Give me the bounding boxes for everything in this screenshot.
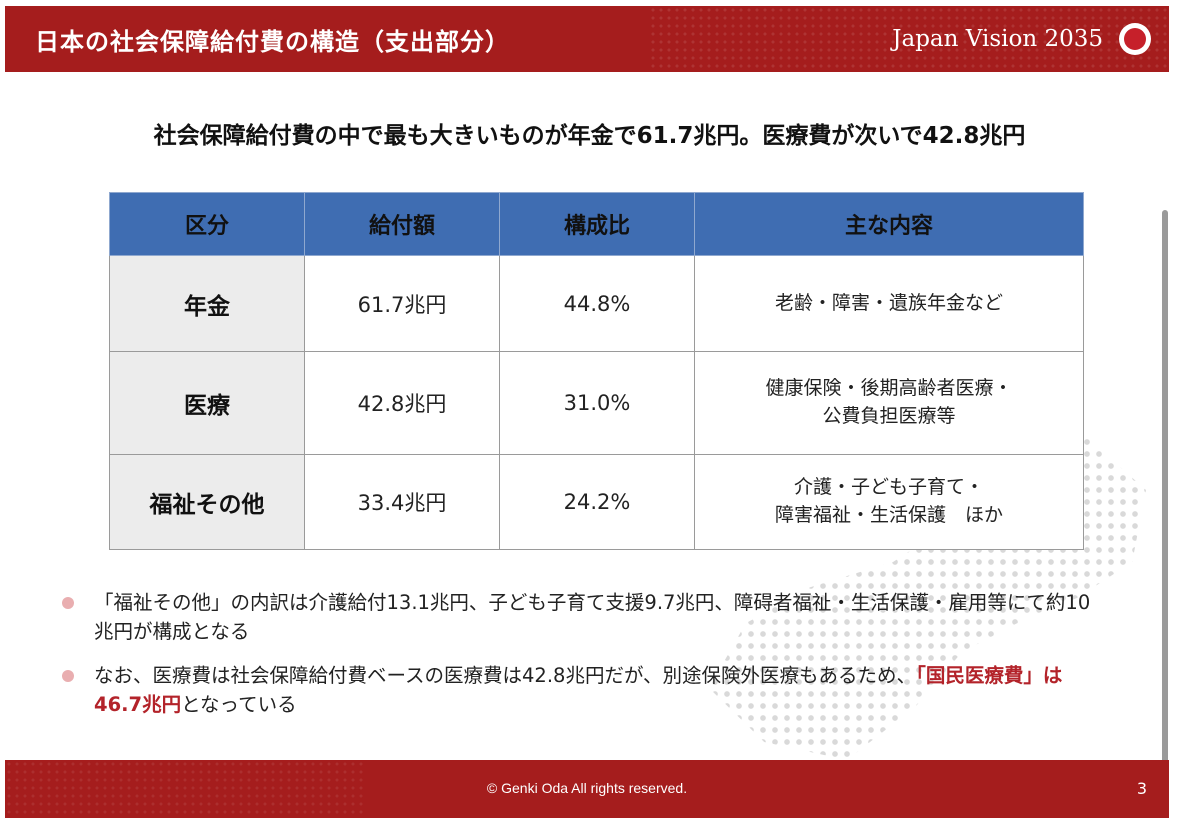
column-header-category: 区分 <box>109 192 305 256</box>
row-category: 年金 <box>109 255 305 352</box>
note-text: なお、医療費は社会保障給付費ベースの医療費は42.8兆円だが、別途保険外医療もあ… <box>94 663 917 687</box>
row-content-line: 障害福祉・生活保護 ほか <box>774 504 1003 526</box>
column-header-ratio: 構成比 <box>499 192 695 256</box>
note-item: 「福祉その他」の内訳は介護給付13.1兆円、子ども子育て支援9.7兆円、障碍者福… <box>62 588 1102 647</box>
note-item: なお、医療費は社会保障給付費ベースの医療費は42.8兆円だが、別途保険外医療もあ… <box>62 661 1102 720</box>
table-header-row: 区分 給付額 構成比 主な内容 <box>109 192 1084 256</box>
note-highlight: 「国民医療費」は46.7兆円 <box>94 663 1063 716</box>
table-row: 年金 61.7兆円 44.8% 老齢・障害・遺族年金など <box>109 255 1084 352</box>
header-brand-area: Japan Vision 2035 <box>892 23 1151 55</box>
brand-name: Japan Vision 2035 <box>892 26 1103 52</box>
copyright-text: © Genki Oda All rights reserved. <box>486 780 688 796</box>
bullet-dot-icon <box>62 597 74 609</box>
table-row: 医療 42.8兆円 31.0% 健康保険・後期高齢者医療・ 公費負担医療等 <box>109 351 1084 455</box>
row-category: 医療 <box>109 351 305 455</box>
slide-footer: © Genki Oda All rights reserved. 3 <box>5 760 1169 818</box>
note-text-end: となっている <box>181 692 297 716</box>
row-content: 老齢・障害・遺族年金など <box>694 255 1084 352</box>
column-header-content: 主な内容 <box>694 192 1084 256</box>
row-category: 福祉その他 <box>109 454 305 550</box>
notes-list: 「福祉その他」の内訳は介護給付13.1兆円、子ども子育て支援9.7兆円、障碍者福… <box>62 588 1102 733</box>
row-amount: 33.4兆円 <box>304 454 500 550</box>
header-dot-pattern <box>649 6 1169 72</box>
slide-title: 日本の社会保障給付費の構造（支出部分） <box>35 27 510 56</box>
row-amount: 42.8兆円 <box>304 351 500 455</box>
row-content-line: 老齢・障害・遺族年金など <box>774 291 1003 314</box>
bullet-dot-icon <box>62 669 74 682</box>
column-header-amount: 給付額 <box>304 192 500 256</box>
slide-headline: 社会保障給付費の中で最も大きいものが年金で61.7兆円。医療費が次いで42.8兆… <box>153 123 1026 149</box>
table-row: 福祉その他 33.4兆円 24.2% 介護・子ども子育て・ 障害福祉・生活保護 … <box>109 454 1084 550</box>
row-content-line: 公費負担医療等 <box>822 405 956 427</box>
slide-header: 日本の社会保障給付費の構造（支出部分） Japan Vision 2035 <box>5 6 1169 72</box>
row-content: 介護・子ども子育て・ 障害福祉・生活保護 ほか <box>694 454 1084 550</box>
scrollbar[interactable] <box>1162 210 1168 770</box>
row-ratio: 24.2% <box>499 454 695 550</box>
row-content-line: 健康保険・後期高齢者医療・ <box>765 377 1013 400</box>
note-text: 「福祉その他」の内訳は介護給付13.1兆円、子ども子育て支援9.7兆円、障碍者福… <box>94 591 1091 644</box>
benefits-table: 区分 給付額 構成比 主な内容 年金 61.7兆円 44.8% 老齢・障害・遺族… <box>109 192 1084 550</box>
row-ratio: 31.0% <box>499 351 695 455</box>
page-number: 3 <box>1136 779 1147 798</box>
row-ratio: 44.8% <box>499 255 695 352</box>
row-amount: 61.7兆円 <box>304 255 500 352</box>
row-content: 健康保険・後期高齢者医療・ 公費負担医療等 <box>694 351 1084 455</box>
red-circle-logo-icon <box>1119 23 1151 55</box>
row-content-line: 介護・子ども子育て・ <box>793 476 984 499</box>
footer-dot-pattern <box>5 760 365 818</box>
